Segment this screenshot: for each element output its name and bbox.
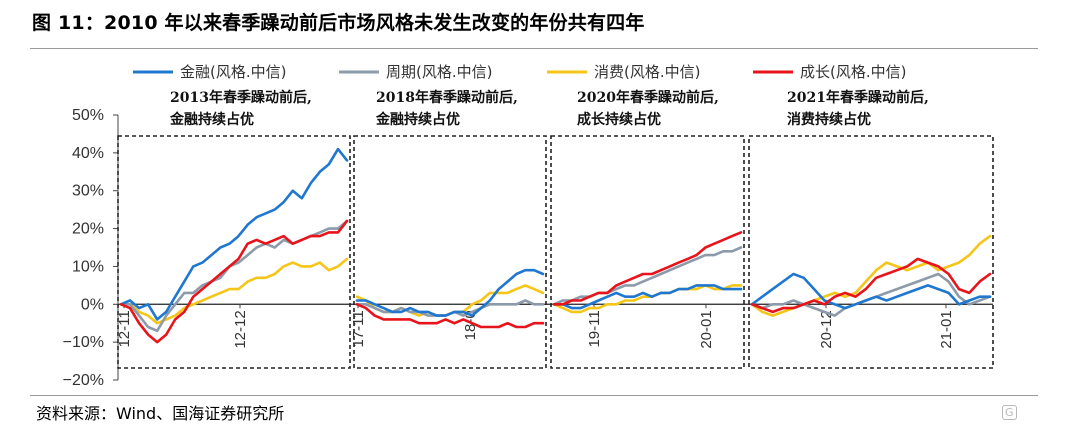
y-tick-label: 0% <box>81 296 104 313</box>
y-tick-label: 30% <box>72 183 104 200</box>
y-tick-label: 50% <box>72 107 104 124</box>
panel-box <box>353 135 547 369</box>
panel: 2021年春季躁动前后, 消费持续占优 20-12 21-01 <box>748 89 994 369</box>
x-tick-label: 18-0 <box>462 310 479 340</box>
series-line <box>552 246 743 306</box>
watermark-logo: G <box>1002 404 1017 420</box>
panel: 2013年春季躁动前后, 金融持续占优 12-11 12-12 <box>116 89 351 369</box>
x-tick-label: 21-01 <box>938 310 955 348</box>
x-tick-label: 17-11 <box>350 310 367 347</box>
x-tick-label: 12-11 <box>116 310 133 347</box>
legend: 金融(风格.中信) 周期(风格.中信) 消费(风格.中信) 成长(风格.中信) <box>133 63 906 81</box>
series-line <box>355 302 545 329</box>
series-line <box>119 147 349 321</box>
y-axis: 50% 40% 30% 20% 10% 0% −10% −20% <box>63 107 119 389</box>
series-line <box>552 231 743 306</box>
y-tick-label: 40% <box>72 145 104 162</box>
panel-annotation: 消费持续占优 <box>787 111 871 128</box>
x-tick-label: 20-01 <box>698 310 715 348</box>
top-divider <box>30 48 1038 49</box>
series-line <box>355 268 545 317</box>
legend-label: 成长(风格.中信) <box>800 63 906 81</box>
series-line <box>119 257 349 325</box>
series-line <box>552 284 743 310</box>
x-tick-label: 20-12 <box>818 310 835 348</box>
legend-label: 消费(风格.中信) <box>594 63 700 81</box>
panel-annotation: 2013年春季躁动前后, <box>170 89 312 106</box>
panel-annotation: 2021年春季躁动前后, <box>787 89 929 106</box>
series-line <box>750 272 992 310</box>
bottom-divider <box>30 395 1038 396</box>
y-tick-label: 10% <box>72 258 104 275</box>
y-tick-label: −20% <box>63 372 104 389</box>
y-tick-label: 20% <box>72 221 104 238</box>
panel: 2018年春季躁动前后, 金融持续占优 17-11 18-0 <box>350 89 547 369</box>
panel-annotation: 2018年春季躁动前后, <box>376 89 518 106</box>
series-line <box>119 219 349 344</box>
y-tick-label: −10% <box>63 334 104 351</box>
x-tick-label: 12-12 <box>232 310 249 348</box>
panel: 2020年春季躁动前后, 成长持续占优 19-11 20-01 <box>550 89 745 369</box>
page-title: 图 11：2010 年以来春季躁动前后市场风格未发生改变的年份共有四年 <box>32 12 645 34</box>
panel-box <box>117 135 351 369</box>
legend-label: 金融(风格.中信) <box>180 63 286 81</box>
panel-box <box>550 135 745 369</box>
series-line <box>552 284 743 314</box>
panel-annotation: 成长持续占优 <box>577 111 661 128</box>
source-note: 资料来源：Wind、国海证券研究所 <box>36 404 285 423</box>
legend-label: 周期(风格.中信) <box>386 63 492 81</box>
series-line <box>750 257 992 314</box>
panel-annotation: 金融持续占优 <box>375 111 460 128</box>
panel-annotation: 2020年春季躁动前后, <box>577 89 719 106</box>
panel-box <box>748 135 994 369</box>
plot-area: 2013年春季躁动前后, 金融持续占优 12-11 12-12 2018年春季躁动前后,… <box>116 89 994 369</box>
panel-annotation: 金融持续占优 <box>169 111 254 128</box>
x-tick-label: 19-11 <box>586 310 603 347</box>
